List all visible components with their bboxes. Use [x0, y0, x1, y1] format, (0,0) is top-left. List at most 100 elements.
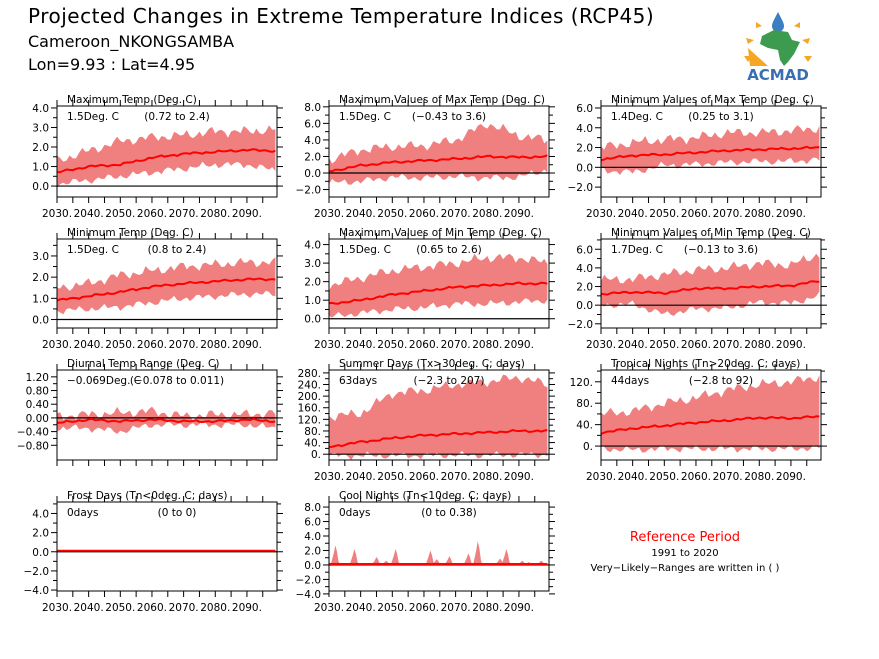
x-tick-label: 2090. — [232, 339, 262, 351]
ensemble-mean-line — [57, 277, 276, 302]
panel-title: Frost Days (Tn<0deg. C; days) — [67, 490, 227, 502]
x-tick-label: 2090. — [776, 471, 806, 483]
spike-2051 — [390, 549, 401, 565]
y-tick-label: 6.0 — [304, 118, 321, 130]
y-tick-label: 8.0 — [304, 502, 321, 514]
x-tick-label: 2030. — [314, 471, 344, 483]
x-tick-label: 2060. — [137, 339, 167, 351]
mean-change-label: 1.7Deg. C — [611, 244, 663, 256]
plot-frame — [600, 369, 822, 461]
y-tick-label: 0. — [311, 449, 321, 461]
acmad-logo: ACMAD — [744, 12, 812, 83]
spike-2074 — [463, 553, 474, 565]
x-tick-label: 2070. — [441, 208, 471, 220]
y-tick-label: −2.0 — [568, 319, 594, 331]
panel-9: −4.0 −2.0 0.0 2.0 4.0 2030. 2040. 2050. 2060. 207… — [24, 490, 283, 614]
mean-change-label: 1.5Deg. C — [339, 244, 391, 256]
plot-area — [601, 253, 821, 316]
y-tick-label: 0.0 — [304, 168, 321, 180]
likely-range-label: (0 to 0.38) — [421, 507, 476, 519]
y-tick-label: 2.0 — [32, 272, 49, 284]
x-tick-label: 2060. — [409, 602, 439, 614]
x-tick-label: 2070. — [713, 339, 743, 351]
x-tick-label: 2080. — [744, 471, 774, 483]
likely-range-band — [329, 123, 548, 185]
x-tick-label: 2030. — [586, 471, 616, 483]
y-tick-label: 2.0 — [304, 545, 321, 557]
plot-frame — [328, 238, 550, 329]
y-tick-label: 3.0 — [304, 258, 321, 270]
y-tick-label: 0.0 — [304, 560, 321, 572]
y-tick-label: −0.40 — [17, 427, 49, 439]
plot-frame — [56, 501, 278, 592]
plot-frame — [56, 369, 278, 461]
y-tick-label: 1.0 — [32, 162, 49, 174]
mean-change-label: 1.5Deg. C — [67, 244, 119, 256]
panel-5: −2.0 0.0 2.0 4.0 6.0 2030. 2040. 2050. 2060. 2070… — [568, 227, 827, 351]
panel-7: 0.40.80.120.160.200.240.280.2030. 2040. 20… — [298, 358, 555, 483]
x-tick-label: 2040. — [74, 339, 104, 351]
likely-range-band — [329, 374, 548, 460]
y-tick-label: 4.0 — [304, 135, 321, 147]
x-tick-label: 2070. — [169, 339, 199, 351]
y-tick-label: 1.20 — [26, 372, 49, 384]
spike-2068 — [444, 556, 455, 565]
x-tick-label: 2090. — [776, 208, 806, 220]
mean-change-label: 63days — [339, 375, 377, 387]
panel-6: −0.80−0.40 0.00 0.400.80 1.20 Diurnal Temp R… — [17, 358, 283, 466]
plot-area — [57, 125, 277, 188]
ensemble-mean-line — [329, 281, 548, 305]
x-tick-label: 2090. — [504, 339, 534, 351]
y-tick-label: −4.0 — [296, 589, 322, 601]
figure-title: Projected Changes in Extreme Temperature… — [28, 4, 655, 28]
panel-title: Tropical Nights (Tn>20deg. C; days) — [610, 358, 800, 370]
y-tick-label: 240. — [298, 380, 321, 392]
plot-area — [601, 375, 821, 453]
y-tick-label: 280. — [298, 368, 321, 380]
x-tick-label: 2050. — [377, 339, 407, 351]
x-tick-label: 2090. — [504, 602, 534, 614]
mean-change-label: 44days — [611, 375, 649, 387]
likely-range-label: (−2.3 to 207) — [414, 375, 485, 387]
panel-title: Maximum Temp (Deg. C) — [67, 94, 197, 106]
y-tick-label: 0.0 — [32, 315, 49, 327]
plot-area — [57, 257, 277, 321]
y-tick-label: 0.0 — [576, 162, 593, 174]
panel-8: 0. 40. 80. 120. 2030. 2040. 2050. 2060. 2070. 208… — [570, 358, 827, 483]
x-tick-label: 2040. — [346, 471, 376, 483]
x-tick-label: 2080. — [200, 602, 230, 614]
x-tick-label: 2060. — [409, 471, 439, 483]
y-tick-label: 80. — [304, 426, 321, 438]
y-tick-label: 6.0 — [576, 244, 593, 256]
y-tick-label: 2.0 — [304, 277, 321, 289]
y-tick-label: −4.0 — [24, 585, 50, 597]
ensemble-mean-line — [57, 148, 276, 174]
y-tick-label: 2.0 — [576, 282, 593, 294]
likely-range-label: (0 to 0) — [158, 507, 197, 519]
ensemble-mean-line — [57, 417, 276, 424]
y-tick-label: 2.0 — [304, 151, 321, 163]
x-tick-label: 2040. — [74, 208, 104, 220]
x-tick-label: 2050. — [105, 602, 135, 614]
x-tick-label: 2070. — [169, 208, 199, 220]
x-tick-label: 2070. — [713, 471, 743, 483]
x-tick-label: 2080. — [744, 208, 774, 220]
y-tick-label: 4.0 — [576, 123, 593, 135]
panel-title: Maximum Values of Min Temp (Deg. C) — [339, 227, 542, 239]
x-tick-label: 2080. — [744, 339, 774, 351]
x-tick-label: 2070. — [169, 602, 199, 614]
x-tick-label: 2040. — [618, 339, 648, 351]
x-tick-label: 2090. — [232, 602, 262, 614]
x-tick-label: 2070. — [441, 471, 471, 483]
mean-change-label: −0.069Deg. C — [67, 375, 141, 387]
x-tick-label: 2090. — [232, 208, 262, 220]
likely-range-label: (0.25 to 3.1) — [688, 111, 754, 123]
likely-range-band — [329, 253, 548, 318]
panel-title: Maximum Values of Max Temp (Deg. C) — [339, 94, 545, 106]
y-tick-label: 3.0 — [32, 122, 49, 134]
x-tick-label: 2080. — [472, 471, 502, 483]
y-tick-label: 2.0 — [32, 528, 49, 540]
reference-period-title: Reference Period — [629, 530, 741, 545]
